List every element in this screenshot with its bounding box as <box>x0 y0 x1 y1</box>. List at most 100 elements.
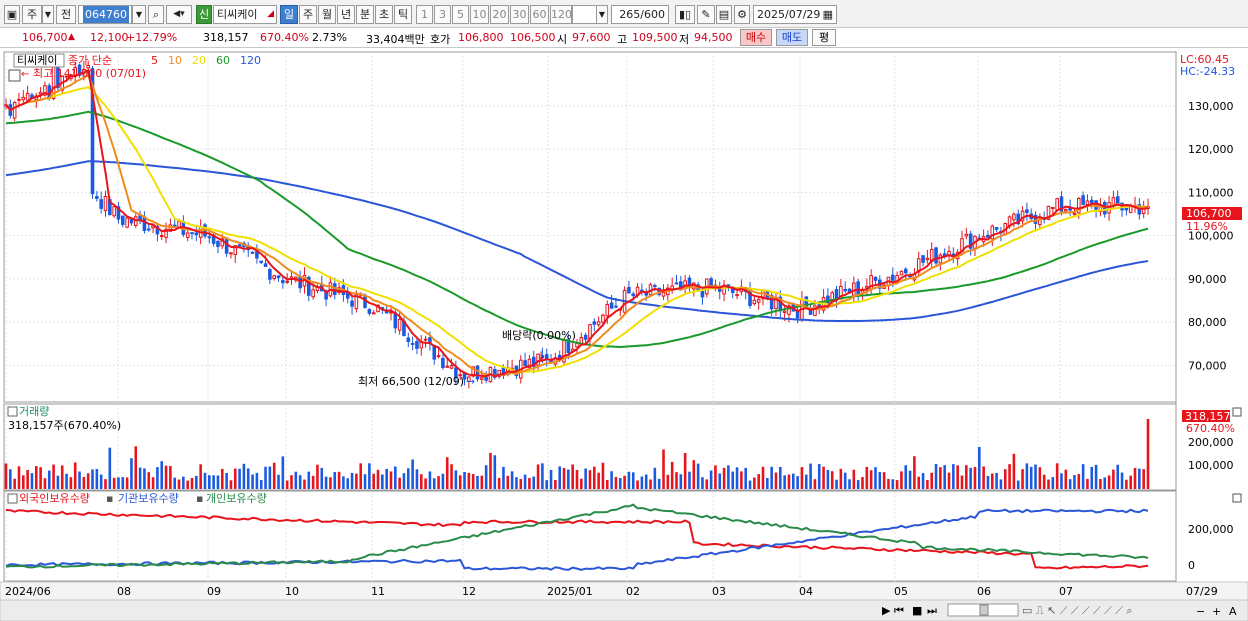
interval-button-10[interactable]: 10 <box>470 5 489 24</box>
prev-button[interactable]: 전 <box>56 5 76 24</box>
candle-body <box>263 263 268 267</box>
gear-icon[interactable]: ⚙ <box>734 5 750 24</box>
volume-bar <box>627 471 631 489</box>
period-select[interactable]: 주 <box>22 5 42 24</box>
x-axis-label: 05 <box>894 585 908 598</box>
candle-body <box>1076 197 1081 214</box>
holdings-close-icon[interactable] <box>1232 493 1242 503</box>
search-icon[interactable]: ⌕ <box>148 5 164 24</box>
volume-bar <box>216 475 220 489</box>
volume-bar <box>1103 477 1107 489</box>
tab-period-4[interactable]: 분 <box>356 5 374 24</box>
candle-body <box>700 290 705 298</box>
interval-button-3[interactable]: 3 <box>434 5 451 24</box>
volume-bar <box>822 466 825 489</box>
interval-button-20[interactable]: 20 <box>490 5 509 24</box>
candle-body <box>177 220 181 228</box>
stock-code-input[interactable]: 064760 <box>78 5 132 24</box>
buy-button[interactable]: 매수 <box>740 29 772 46</box>
interval-button-60[interactable]: 60 <box>530 5 549 24</box>
interval-button-120[interactable]: 120 <box>550 5 572 24</box>
price-tick-label: 80,000 <box>1188 316 1227 329</box>
stop-icon[interactable]: ■ <box>912 604 922 617</box>
quote-bar: 106,700 ▲ 12,100 +12.79% 318,157 670.40%… <box>0 28 1248 48</box>
tab-period-3[interactable]: 년 <box>337 5 355 24</box>
candle-body <box>151 225 155 229</box>
period-dropdown-icon[interactable]: ▼ <box>42 5 54 24</box>
zoom-slider-handle[interactable] <box>979 604 989 616</box>
tab-period-2[interactable]: 월 <box>318 5 336 24</box>
candle-body <box>410 342 415 345</box>
date-input[interactable]: 2025/07/29 ▦ <box>753 5 837 24</box>
candle-body <box>990 225 995 240</box>
window-icon[interactable]: ▣ <box>4 5 20 24</box>
candle-body <box>207 236 212 239</box>
interval-dropdown-icon[interactable]: ▼ <box>596 5 608 24</box>
volume-bar <box>1133 467 1137 489</box>
price-tick-label: 70,000 <box>1188 359 1227 372</box>
speaker-icon[interactable]: ◀▾ <box>166 5 192 24</box>
volume-bar <box>887 478 890 489</box>
volume-bar <box>766 478 769 489</box>
scroll-right-icon[interactable]: ▶ <box>882 604 891 617</box>
tab-period-6[interactable]: 틱 <box>394 5 412 24</box>
holdings-panel-icon[interactable] <box>7 493 18 504</box>
scroll-last-icon[interactable]: ⏭ <box>927 604 937 617</box>
font-size-icon[interactable]: A <box>1229 605 1237 618</box>
count-max: /600 <box>640 8 665 21</box>
volume-bar <box>588 470 592 489</box>
zoom-in-icon[interactable]: + <box>1212 605 1221 618</box>
stock-code-dropdown-icon[interactable]: ▼ <box>132 5 146 24</box>
interval-button-1[interactable]: 1 <box>416 5 433 24</box>
candle-body <box>964 233 969 237</box>
volume-panel-icon[interactable] <box>7 406 18 417</box>
tab-period-5[interactable]: 초 <box>375 5 393 24</box>
interval-button-30[interactable]: 30 <box>510 5 529 24</box>
interval-button-5[interactable]: 5 <box>452 5 469 24</box>
zoom-out-icon[interactable]: − <box>1196 605 1205 618</box>
candle-body <box>77 64 82 76</box>
tab-period-0[interactable]: 일 <box>280 5 298 24</box>
eval-button[interactable]: 평 <box>812 29 836 46</box>
volume-bar <box>242 463 246 489</box>
draw-tool-icon[interactable]: ✎ <box>697 5 715 24</box>
scroll-first-icon[interactable]: ⏮ <box>894 604 904 617</box>
candle-body <box>432 344 437 360</box>
high-note: 최고 141,000 (07/01) <box>33 67 146 80</box>
holdings-tick-2: 0 <box>1188 559 1195 572</box>
tool-icons[interactable]: ▭ ⎍ ↖ ⟋ ⟋ ⟋ ⟋ ⟋ ⟋ ⌕ <box>1022 604 1132 617</box>
calendar-icon[interactable]: ▦ <box>822 8 833 21</box>
volume-bar <box>182 476 185 489</box>
volume-bar <box>164 465 168 489</box>
price-change-pct: +12.79% <box>126 31 178 44</box>
last-price-tag-text: 106,700 <box>1186 207 1232 220</box>
scroll-controls[interactable]: ▶ ⏮ ■ ⏭ ▭ ⎍ ↖ ⟋ ⟋ ⟋ ⟋ ⟋ ⟋ ⌕ − + A <box>882 603 1237 618</box>
sell-button[interactable]: 매도 <box>776 29 808 46</box>
candle-body <box>592 321 597 325</box>
volume-bar <box>605 480 609 489</box>
volume-bar <box>515 477 518 489</box>
volume-bar <box>917 476 921 489</box>
count-input[interactable]: 265/600 <box>611 5 669 24</box>
candle-body <box>523 360 527 367</box>
volume-bar <box>502 466 505 489</box>
volume-close-icon[interactable] <box>1232 407 1242 417</box>
price-tick-label: 130,000 <box>1188 100 1234 113</box>
candle-type-icon[interactable]: ▮▯ <box>675 5 695 24</box>
tab-period-1[interactable]: 주 <box>299 5 317 24</box>
candle-body <box>1046 205 1051 220</box>
volume-bar <box>489 452 492 489</box>
save-icon[interactable]: ▤ <box>716 5 732 24</box>
volume-bar <box>432 478 436 489</box>
chart-canvas[interactable]: 130,000 120,000 110,000 100,000 90,000 80,000… <box>0 48 1248 621</box>
hoga-label: 호가 <box>430 33 451 46</box>
stock-chart[interactable]: 130,000 120,000 110,000 100,000 90,000 80,000… <box>0 48 1248 621</box>
up-arrow-icon: ▲ <box>68 32 75 42</box>
volume-bar <box>186 480 189 489</box>
volume-bar <box>817 464 821 489</box>
volume-bar <box>709 470 713 489</box>
volume-bar <box>376 469 380 489</box>
volume-bar <box>895 480 899 489</box>
candle-body <box>112 206 116 217</box>
grid-toggle-icon[interactable] <box>8 69 21 82</box>
